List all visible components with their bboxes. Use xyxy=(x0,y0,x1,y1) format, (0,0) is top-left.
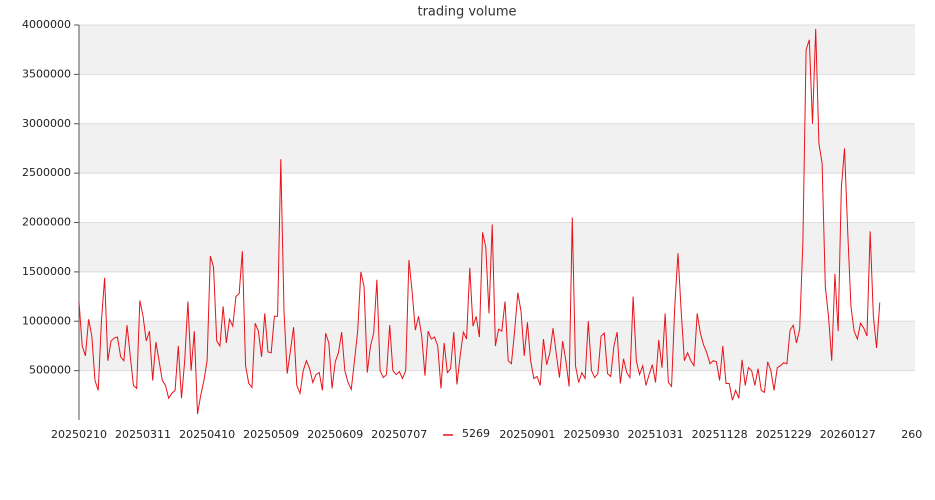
x-tick-label: 20250707 xyxy=(371,428,427,441)
x-tick-label: 20251031 xyxy=(628,428,684,441)
x-tick-label: 20260127 xyxy=(820,428,876,441)
grid-band xyxy=(79,222,915,272)
legend-label: 5269 xyxy=(462,427,490,440)
x-tick-label: 20251128 xyxy=(692,428,748,441)
chart-title: trading volume xyxy=(417,5,516,20)
grid-band xyxy=(79,123,915,174)
y-tick-label: 3000000 xyxy=(22,117,71,130)
x-tick-label: 20250410 xyxy=(179,428,235,441)
y-tick-label: 3500000 xyxy=(22,67,71,80)
x-tick-label: 20250509 xyxy=(243,428,299,441)
y-tick-label: 500000 xyxy=(29,364,71,377)
series-line xyxy=(78,28,881,415)
y-tick-label: 2500000 xyxy=(22,166,71,179)
y-tick-label: 1500000 xyxy=(22,265,71,278)
x-tick-label: 20250930 xyxy=(563,428,619,441)
grid-band xyxy=(79,321,915,371)
y-tick-label: 1000000 xyxy=(22,314,71,327)
x-tick-label: 20250311 xyxy=(115,428,171,441)
x-tick-label: 260 xyxy=(901,428,922,441)
x-tick-label: 20250901 xyxy=(499,428,555,441)
x-tick-label: 20250210 xyxy=(51,428,107,441)
y-tick-label: 2000000 xyxy=(22,216,71,229)
x-tick-label: 20251229 xyxy=(756,428,812,441)
x-tick-label: 20250609 xyxy=(307,428,363,441)
grid-band xyxy=(79,25,915,75)
y-tick-label: 4000000 xyxy=(22,18,71,31)
